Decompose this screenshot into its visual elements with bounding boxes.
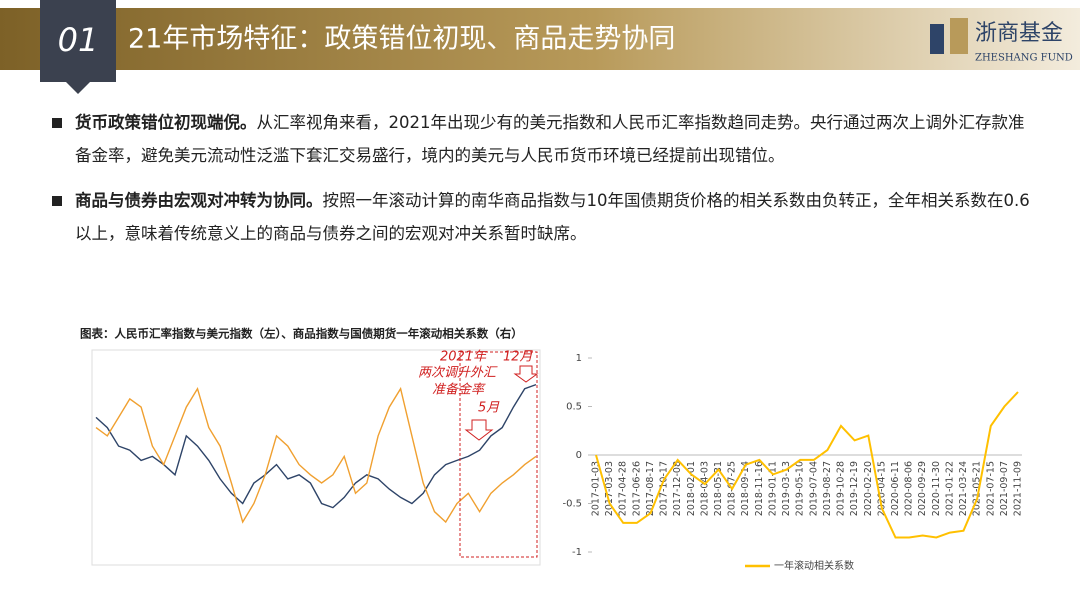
logo-mark [930, 24, 944, 54]
x-tick-label: 2020-11-30 [931, 461, 942, 516]
annotation: 两次调升外汇 [418, 366, 498, 381]
x-tick-label: 2019-01-11 [767, 461, 778, 516]
logo-mark [950, 18, 968, 54]
x-tick-label: 2020-09-29 [917, 461, 928, 516]
x-tick-label: 2019-12-19 [849, 461, 860, 516]
x-tick-label: 2017-08-17 [645, 461, 656, 516]
bullet: 货币政策错位初现端倪。从汇率视角来看，2021年出现少有的美元指数和人民币汇率指… [75, 106, 1035, 172]
bullet-text: 从汇率视角来看，2021年出现少有的美元指数和人民币汇率指数趋同走势。央行通过两… [75, 113, 1025, 165]
bullet-marker [52, 118, 62, 128]
arrow [513, 365, 539, 383]
arrow [464, 419, 494, 441]
annotation: 2021年 [440, 350, 488, 365]
x-tick-label: 2019-05-10 [795, 461, 806, 516]
bullet-text: 按照一年滚动计算的南华商品指数与10年国债期货价格的相关系数由负转正，全年相关系… [75, 191, 1030, 243]
x-tick-label: 2017-04-28 [618, 461, 629, 516]
x-tick-label: 2021-01-22 [944, 461, 955, 516]
y-tick-label: 1 [576, 353, 582, 364]
section-number: 01 [58, 21, 99, 59]
x-tick-label: 2018-09-14 [740, 461, 751, 516]
x-tick-label: 2019-07-04 [808, 461, 819, 516]
annotation: 5月 [478, 401, 500, 416]
y-tick-label: -1 [572, 547, 582, 558]
x-tick-label: 2018-04-03 [699, 461, 710, 516]
chart-caption: 图表：人民币汇率指数与美元指数（左）、商品指数与国债期货一年滚动相关系数（右） [80, 327, 523, 341]
right-chart: -1 -0.5 0 0.5 1 2017-01-03 2017-03-03 2017-04-2… [562, 353, 1023, 572]
series-line [95, 386, 537, 524]
x-tick-label: 2020-02-20 [863, 461, 874, 516]
x-tick-label: 2021-09-07 [999, 461, 1010, 516]
x-tick-label: 2021-07-15 [985, 461, 996, 516]
bullet-lead: 货币政策错位初现端倪。 [75, 113, 257, 132]
number-box [40, 0, 116, 82]
bullet-marker [52, 196, 62, 206]
x-tick-label: 2017-10-17 [659, 461, 670, 516]
header-title: 21年市场特征：政策错位初现、商品走势协同 [128, 24, 675, 55]
bullet-lead: 商品与债券由宏观对冲转为协同。 [75, 191, 323, 210]
x-tick-label: 2018-11-16 [754, 461, 765, 516]
x-tick-label: 2018-02-01 [686, 461, 697, 516]
x-tick-label: 2021-03-24 [958, 461, 969, 516]
series-line [95, 383, 537, 509]
y-tick-label: 0 [576, 450, 582, 461]
bullet: 商品与债券由宏观对冲转为协同。按照一年滚动计算的南华商品指数与10年国债期货价格… [75, 184, 1035, 250]
legend-label: 一年滚动相关系数 [774, 559, 854, 572]
x-tick-label: 2017-01-03 [591, 461, 602, 516]
x-tick-label: 2019-03-13 [781, 461, 792, 516]
highlight-box [459, 351, 538, 558]
x-tick-label: 2020-08-06 [904, 461, 915, 516]
logo-en: ZHESHANG FUND [975, 53, 1073, 64]
x-tick-label: 2017-03-03 [604, 461, 615, 516]
x-tick-label: 2019-08-27 [822, 461, 833, 516]
annotation: 12月 [503, 350, 534, 365]
plot-frame [91, 349, 541, 566]
y-tick-label: -0.5 [562, 499, 582, 510]
x-tick-label: 2019-10-28 [836, 461, 847, 516]
x-tick-label: 2017-12-08 [672, 461, 683, 516]
y-tick-label: 0.5 [566, 402, 582, 413]
annotation: 准备金率 [432, 382, 486, 398]
x-tick-label: 2020-06-11 [890, 461, 901, 516]
x-tick-label: 2017-06-26 [631, 461, 642, 516]
x-tick-label: 2021-11-09 [1013, 461, 1024, 516]
x-tick-label: 2018-05-31 [713, 461, 724, 516]
x-tick-label: 2021-05-21 [972, 461, 983, 516]
logo-cn: 浙商基金 [975, 21, 1063, 46]
series-line [595, 391, 1019, 539]
chevron [66, 82, 90, 94]
x-tick-label: 2020-04-15 [876, 461, 887, 516]
header-band [0, 8, 1080, 70]
